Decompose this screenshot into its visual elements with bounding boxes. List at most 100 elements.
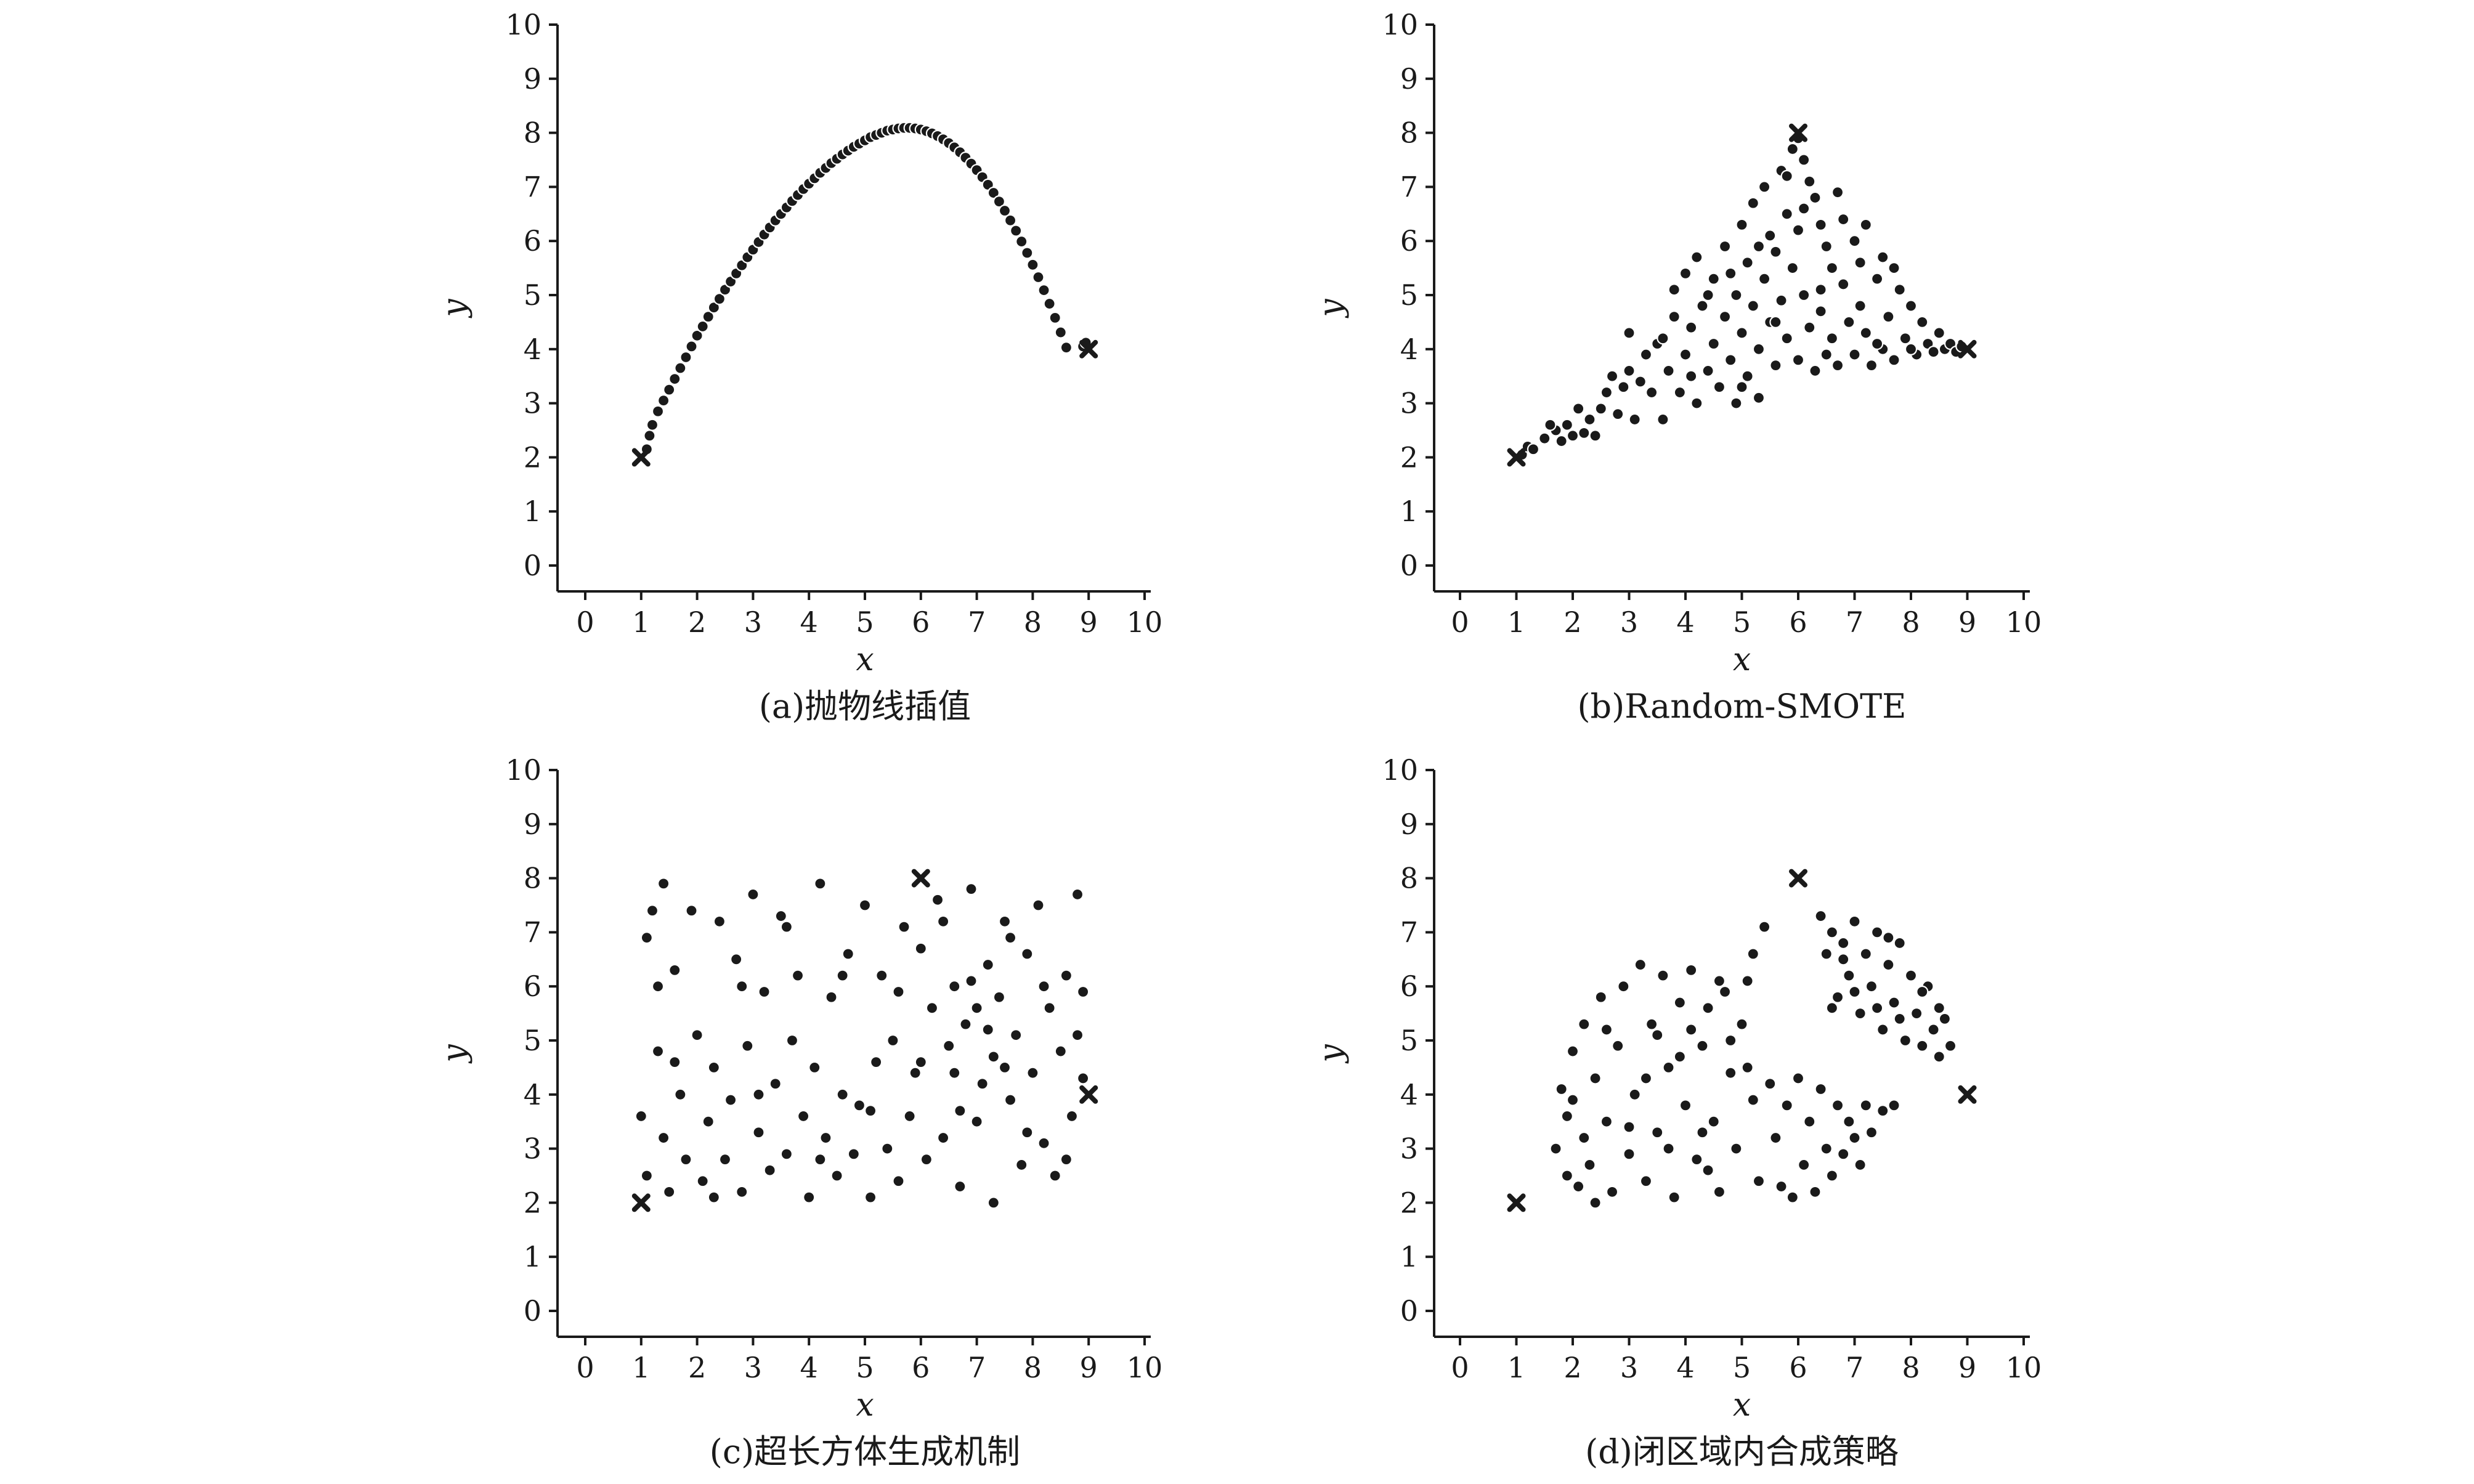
data-point — [1865, 1126, 1878, 1139]
y-tick-label: 3 — [1400, 387, 1418, 420]
data-point — [1791, 224, 1805, 237]
anchor-cross-marker — [1789, 123, 1807, 142]
data-point — [1679, 348, 1692, 361]
y-tick-label: 2 — [524, 440, 541, 474]
data-point — [1077, 985, 1090, 999]
data-point — [1938, 1012, 1951, 1025]
data-point — [1010, 224, 1023, 237]
data-point — [657, 394, 670, 407]
data-point — [1831, 359, 1844, 372]
data-point — [1831, 186, 1844, 199]
data-point — [1662, 1061, 1675, 1074]
data-point — [1871, 926, 1884, 939]
x-tick-label: 0 — [1451, 1351, 1469, 1384]
data-point — [808, 1061, 821, 1074]
y-tick-label: 9 — [1400, 62, 1418, 95]
data-point — [830, 1169, 843, 1182]
y-tick-label: 4 — [524, 333, 541, 366]
data-point — [674, 362, 687, 375]
x-tick-label: 1 — [1507, 1351, 1525, 1384]
data-point — [1865, 980, 1878, 993]
data-point — [998, 1061, 1012, 1074]
data-point — [1752, 240, 1766, 253]
data-point — [1803, 321, 1816, 334]
anchor-cross-marker — [1079, 1085, 1098, 1104]
y-axis-title: y — [1313, 299, 1350, 318]
data-point — [1685, 1023, 1698, 1036]
data-point — [1544, 418, 1557, 431]
data-point — [1600, 386, 1613, 399]
data-point — [1707, 272, 1720, 285]
x-tick-label: 9 — [1080, 606, 1098, 639]
data-point — [780, 1148, 793, 1161]
data-point — [1798, 202, 1811, 215]
data-point — [1746, 197, 1759, 209]
x-tick-label: 10 — [2006, 1351, 2042, 1384]
data-point — [1933, 1002, 1945, 1015]
data-point — [1060, 341, 1073, 354]
y-tick-label: 5 — [1400, 278, 1418, 312]
data-point — [643, 429, 656, 442]
y-tick-label: 4 — [1400, 333, 1418, 366]
data-point — [898, 920, 911, 933]
panel-caption: (c)超长方体生成机制 — [710, 1432, 1020, 1471]
data-point — [1786, 142, 1799, 156]
data-point — [965, 883, 978, 896]
x-tick-label: 4 — [800, 1351, 818, 1384]
data-point — [691, 329, 704, 342]
y-tick-label: 3 — [524, 1132, 541, 1166]
x-axis-title: x — [1733, 1387, 1751, 1424]
y-tick-label: 4 — [524, 1078, 541, 1111]
data-point — [1899, 1034, 1912, 1047]
x-tick-label: 5 — [856, 606, 874, 639]
y-tick-label: 5 — [524, 1024, 541, 1057]
data-point — [1752, 391, 1766, 404]
data-point — [1848, 985, 1861, 999]
data-point — [1639, 1072, 1653, 1085]
data-point — [1837, 213, 1850, 226]
data-point — [970, 1002, 983, 1015]
data-point — [925, 1002, 939, 1015]
data-point — [1612, 408, 1624, 421]
data-point — [1888, 262, 1900, 275]
data-point — [1718, 985, 1732, 999]
data-point — [931, 893, 944, 906]
data-point — [981, 958, 994, 971]
data-point — [1825, 926, 1838, 939]
data-point — [1623, 1148, 1636, 1161]
data-point — [1628, 413, 1641, 426]
data-point — [1690, 251, 1703, 264]
x-tick-label: 6 — [912, 1351, 930, 1384]
x-tick-label: 7 — [1846, 606, 1864, 639]
data-point — [998, 204, 1012, 217]
x-tick-label: 9 — [1958, 606, 1976, 639]
y-tick-label: 0 — [524, 1294, 541, 1328]
x-tick-label: 8 — [1902, 606, 1920, 639]
data-point — [1927, 346, 1940, 359]
data-point — [892, 1175, 905, 1188]
data-point — [1701, 364, 1714, 378]
y-tick-label: 1 — [1400, 495, 1418, 528]
data-point — [1589, 429, 1602, 442]
data-point — [718, 1153, 732, 1166]
x-tick-label: 1 — [1507, 606, 1525, 639]
data-point — [1916, 985, 1929, 999]
data-point — [1803, 1115, 1816, 1128]
data-point — [696, 320, 709, 333]
data-point — [1617, 980, 1630, 993]
data-point — [1809, 1185, 1822, 1198]
data-point — [1713, 381, 1726, 394]
data-point — [707, 1061, 720, 1074]
data-point — [1724, 354, 1737, 367]
y-tick-label: 0 — [1400, 549, 1418, 582]
anchor-cross-marker — [1789, 869, 1807, 888]
y-tick-label: 5 — [1400, 1024, 1418, 1057]
data-point — [763, 1164, 776, 1177]
data-point — [1623, 1121, 1636, 1133]
data-point — [1679, 1099, 1692, 1112]
data-point — [1735, 326, 1748, 339]
data-point — [954, 1105, 967, 1117]
data-point — [1043, 297, 1056, 310]
data-point — [663, 383, 676, 396]
data-point — [1555, 434, 1568, 448]
